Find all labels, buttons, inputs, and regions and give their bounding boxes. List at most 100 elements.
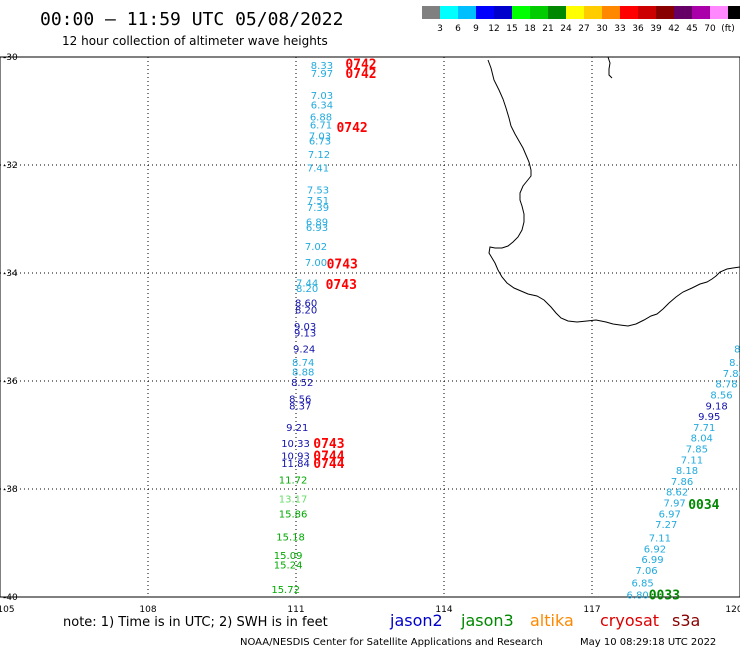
wave-height-label: 15.09	[274, 551, 303, 562]
satellite-legend-jason3: jason3	[460, 611, 514, 630]
scale-swatch	[512, 6, 530, 19]
scale-swatch	[548, 6, 566, 19]
wave-height-label: 8.33	[311, 61, 333, 72]
scale-label: 39	[650, 24, 662, 34]
scale-label: 27	[578, 24, 589, 34]
wave-height-label: 7.02	[305, 242, 327, 253]
wave-height-label: 6.99	[641, 555, 663, 566]
axis-ticks: 105 108 111 114 117 120 -30 -32 -34 -36 -38 -40	[0, 53, 740, 615]
satellite-legend-jason2: jason2	[389, 611, 443, 630]
wave-height-label: 10.33	[281, 439, 310, 450]
wave-height-label: 7.86	[723, 369, 740, 380]
wave-height-label: 8.56	[710, 391, 732, 402]
wave-height-label: 7.85	[686, 445, 708, 456]
lon-tick-label: 114	[435, 605, 452, 615]
satellite-legend-cryosat: cryosat	[600, 611, 659, 630]
wave-height-label: 6.97	[659, 509, 681, 520]
satellite-legend-altika: altika	[530, 611, 574, 630]
scale-label: (ft)	[721, 24, 735, 34]
australia-coastline	[487, 59, 740, 327]
pass-time-label: 0742	[336, 121, 367, 136]
scale-label: 36	[632, 24, 644, 34]
wave-height-label: 11.72	[279, 475, 308, 486]
wave-height-label: 8.62	[666, 488, 688, 499]
wave-height-label: 6.89	[306, 218, 328, 229]
scale-label: 3	[437, 24, 443, 34]
scale-label: 12	[488, 24, 499, 34]
scale-label: 30	[596, 24, 608, 34]
wave-height-label: 8.20	[295, 306, 317, 317]
map-title: 00:00 – 11:59 UTC 05/08/2022	[40, 9, 343, 30]
satellite-legend: jason2 jason3 altika cryosat s3a	[389, 611, 700, 630]
wave-height-label: 9.95	[698, 412, 720, 423]
footer-credit: NOAA/NESDIS Center for Satellite Applica…	[240, 637, 543, 648]
wave-height-label: 7.06	[635, 566, 657, 577]
scale-swatch	[422, 6, 440, 19]
scale-swatch	[692, 6, 710, 19]
wave-height-label: 15.24	[274, 561, 303, 572]
pass-time-label: 0742	[345, 67, 376, 82]
scale-swatch	[638, 6, 656, 19]
wave-height-label: 7.12	[308, 150, 330, 161]
wave-height-label: 13.17	[279, 495, 308, 506]
wave-height-label: 7.27	[655, 520, 677, 531]
wave-height-label: 7.71	[693, 423, 715, 434]
scale-label: 6	[455, 24, 461, 34]
wave-height-label: 6.34	[311, 101, 333, 112]
lon-tick-label: 117	[583, 605, 600, 615]
scale-label: 18	[524, 24, 536, 34]
pass-time-label: 0742	[345, 57, 376, 72]
pass-time-label: 0743	[326, 278, 357, 293]
wave-height-label: 6.88	[310, 112, 332, 123]
wave-height-label: 8.37	[289, 401, 311, 412]
lon-tick-label: 105	[0, 605, 15, 615]
wave-height-label: 8.52	[291, 378, 313, 389]
wave-height-label: 9.03	[294, 322, 316, 333]
scale-label: 45	[686, 24, 697, 34]
wave-height-label: 15.72	[271, 585, 300, 596]
wave-height-label: 7.03	[311, 91, 333, 102]
wave-height-label: 9.21	[286, 423, 308, 434]
map-subtitle: 12 hour collection of altimeter wave hei…	[62, 34, 328, 48]
lat-tick-label: -32	[3, 161, 18, 171]
lat-tick-label: -34	[3, 269, 18, 279]
color-scale-legend: 3 6 9 12 15 18 21 24 27 30 33 36 39 42 45 70 (ft)	[422, 6, 740, 34]
wave-height-label: 6.73	[309, 137, 331, 148]
scale-label: 33	[614, 24, 625, 34]
scale-label: 42	[668, 24, 679, 34]
wave-height-label: 7.44	[296, 279, 318, 290]
wave-height-label: 9.13	[294, 328, 316, 339]
lat-tick-label: -30	[3, 53, 18, 63]
wave-height-label: 8.20	[296, 284, 318, 295]
wave-height-label: 7.00	[305, 258, 327, 269]
wave-height-label: 6.80	[627, 590, 649, 601]
wave-height-label: 8.78	[715, 380, 737, 391]
lat-tick-label: -40	[3, 593, 18, 603]
plot-frame	[0, 56, 740, 598]
wave-height-label: 7.11	[681, 455, 703, 466]
wave-height-label: 10.93	[281, 452, 310, 463]
wave-height-values: 8.337.977.036.346.886.717.036.737.127.41…	[271, 61, 740, 601]
wave-height-label: 8.60	[295, 299, 317, 310]
scale-swatch	[530, 6, 548, 19]
lat-tick-label: -36	[3, 377, 18, 387]
wave-height-label: 11.84	[281, 459, 310, 470]
scale-label: 9	[473, 24, 479, 34]
scale-swatch	[728, 6, 740, 19]
wave-height-label: 7.97	[311, 69, 333, 80]
wave-height-label: 7.97	[664, 499, 686, 510]
graticule	[0, 57, 740, 597]
lon-tick-label: 111	[287, 605, 304, 615]
lat-tick-label: -38	[3, 485, 18, 495]
wave-height-label: 7.39	[307, 203, 329, 214]
pass-time-label: 0033	[649, 588, 680, 603]
pass-time-label: 0744	[313, 457, 344, 472]
coastline-inlet	[607, 56, 613, 79]
scale-swatch	[476, 6, 494, 19]
scale-swatch	[602, 6, 620, 19]
wave-height-label: 8.56	[289, 394, 311, 405]
wave-height-label: 8.04	[691, 434, 713, 445]
wave-height-label: 6.85	[631, 578, 653, 589]
wave-height-label: 7.03	[309, 131, 331, 142]
